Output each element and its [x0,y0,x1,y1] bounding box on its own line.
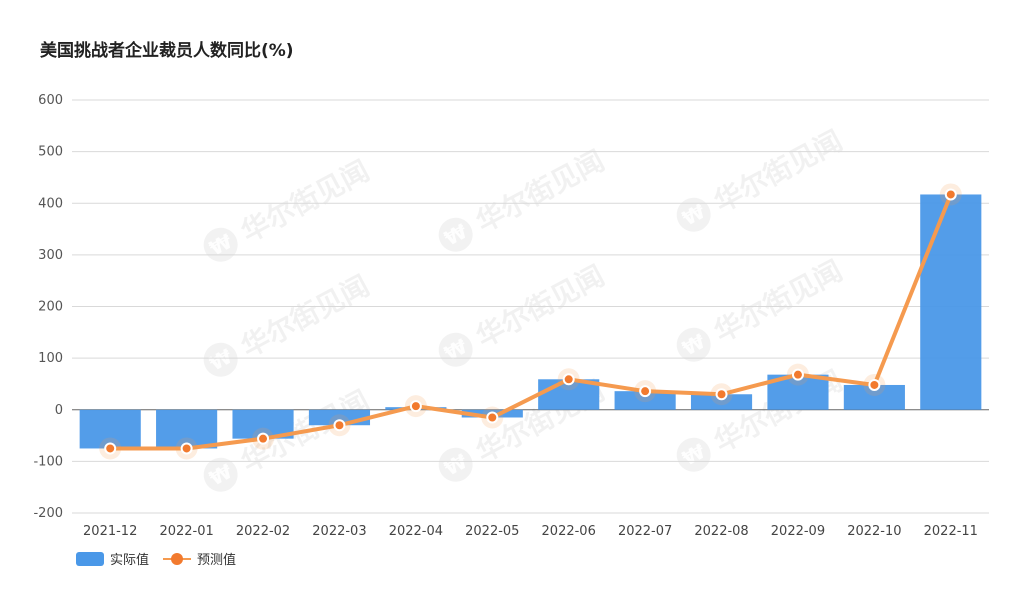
data-point [409,400,422,413]
x-tick-label: 2022-02 [236,524,290,539]
y-tick-label: 500 [38,145,63,160]
legend-item-forecast[interactable]: 预测值 [163,549,236,568]
legend: 实际值 预测值 [76,549,250,568]
x-tick-label: 2022-03 [312,524,366,539]
y-tick-label: 400 [38,196,63,211]
bar [690,394,753,410]
data-point [639,385,652,398]
data-point [180,442,193,455]
line-series [99,183,962,460]
data-point [715,388,728,401]
y-tick-label: -100 [33,454,63,469]
y-tick-label: 300 [38,248,63,263]
x-tick-label: 2022-09 [771,524,825,539]
legend-swatch-actual [76,551,104,566]
y-tick-label: 0 [55,403,63,418]
data-point [791,368,804,381]
chart-title: 美国挑战者企业裁员人数同比(%) [40,41,294,61]
data-point [562,373,575,386]
y-tick-label: 600 [38,93,63,108]
x-tick-label: 2022-04 [389,524,443,539]
data-point [104,442,117,455]
data-point [944,188,957,201]
x-tick-label: 2022-05 [465,524,519,539]
legend-item-actual[interactable]: 实际值 [76,549,149,568]
bar [79,409,141,449]
y-tick-label: 100 [38,351,63,366]
forecast-line [108,192,953,451]
bar [156,409,218,449]
data-point [333,419,346,432]
legend-label-forecast: 预测值 [197,553,237,568]
data-point [257,432,270,445]
x-tick-label: 2022-06 [542,524,596,539]
data-point [868,378,881,391]
bar [614,391,676,410]
legend-label-actual: 实际值 [110,553,150,568]
x-tick-label: 2022-10 [847,524,901,539]
y-tick-label: -200 [33,506,63,521]
x-tick-label: 2022-08 [694,524,748,539]
bar-series [79,194,982,449]
bar [920,194,982,410]
x-tick-label: 2021-12 [83,524,137,539]
x-tick-label: 2022-07 [618,524,672,539]
x-axis: 2021-12 2022-01 2022-02 2022-03 2022-04 2022-… [83,524,978,539]
legend-swatch-forecast [163,552,192,566]
data-point [486,411,499,424]
y-tick-label: 200 [38,300,63,315]
x-tick-label: 2022-01 [159,524,213,539]
y-axis: -200 -100 0 100 200 300 400 500 600 [33,93,989,521]
x-tick-label: 2022-11 [924,524,978,539]
